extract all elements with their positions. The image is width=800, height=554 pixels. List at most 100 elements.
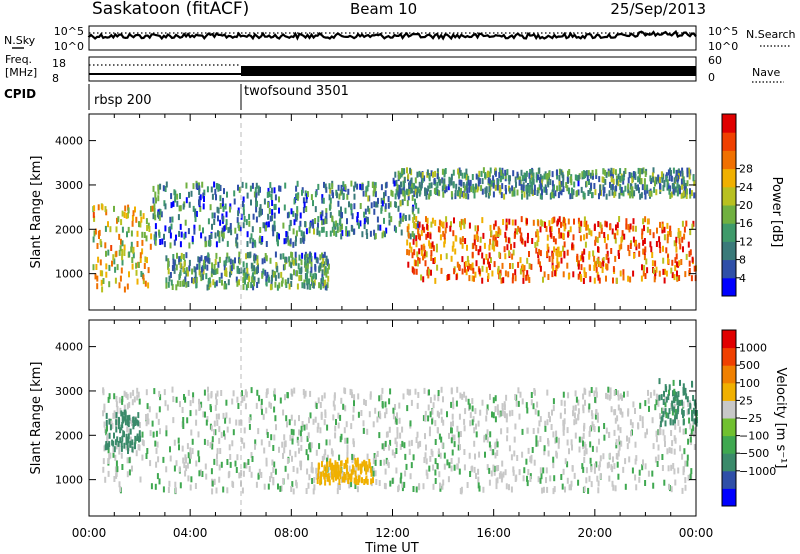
data-cell [494,406,497,413]
data-cell [211,267,214,274]
data-cell [296,206,299,213]
data-cell [155,231,157,238]
data-cell [481,217,484,224]
data-cell [492,235,495,242]
data-cell [614,233,617,240]
data-cell [536,230,539,237]
data-cell [159,239,162,245]
data-cell [403,190,406,197]
data-cell [99,259,102,266]
data-cell [389,480,392,487]
data-cell [375,201,378,208]
data-cell [489,431,492,438]
data-cell [257,473,260,480]
data-cell [502,173,504,180]
data-cell [370,478,373,485]
data-cell [292,429,295,436]
data-cell [434,439,437,445]
data-cell [649,392,652,399]
data-cell [458,413,461,420]
data-cell [675,261,678,268]
data-cell [276,284,279,291]
data-cell [694,427,697,434]
data-cell [658,378,661,385]
data-cell [552,462,555,469]
data-cell [179,241,182,248]
data-cell [288,419,291,426]
data-cell [179,280,182,287]
data-cell [152,213,155,220]
data-cell [111,439,114,446]
data-cell [451,449,454,456]
data-cell [374,407,377,414]
data-cell [169,242,172,249]
data-cell [360,410,363,416]
data-cell [589,276,592,283]
data-cell [251,276,254,283]
data-cell [92,236,95,243]
data-cell [401,199,404,206]
data-cell [408,249,411,256]
data-cell [562,245,565,252]
data-cell [365,468,368,475]
data-cell [651,260,654,267]
data-cell [601,176,604,183]
data-cell [266,388,269,395]
data-cell [114,466,117,473]
data-cell [442,479,445,486]
data-cell [351,457,354,464]
data-cell [571,193,574,199]
data-cell [255,481,258,488]
data-cell [589,441,592,448]
data-cell [444,227,447,234]
data-cell [423,387,426,394]
colorbar-tick-label: 28 [739,163,753,176]
data-cell [302,389,305,395]
data-cell [463,464,466,471]
data-cell [554,238,557,245]
data-cell [551,180,554,187]
data-cell [395,226,397,233]
data-cell [236,396,239,403]
data-cell [298,429,300,436]
data-cell [455,183,458,190]
data-cell [522,475,525,482]
data-cell [433,177,436,184]
data-cell [403,481,406,488]
data-cell [525,402,528,409]
data-cell [581,436,584,443]
data-cell [573,181,576,188]
data-cell [314,416,317,423]
data-cell [526,237,529,244]
data-cell [183,394,185,400]
data-cell [198,189,201,195]
data-cell [539,177,542,184]
data-cell [218,437,221,444]
data-cell [120,219,123,226]
data-cell [249,251,252,258]
data-cell [365,477,367,484]
data-cell [651,417,654,424]
data-cell [394,193,397,200]
data-cell [198,196,201,203]
data-cell [181,280,184,287]
data-cell [222,206,225,212]
data-cell [671,409,674,416]
data-cell [563,418,566,425]
data-cell [426,189,429,195]
data-cell [603,236,606,243]
data-cell [274,468,277,475]
data-cell [211,262,214,269]
data-cell [255,191,258,198]
data-cell [149,460,152,467]
data-cell [667,169,670,176]
data-cell [181,407,184,413]
data-cell [622,466,625,473]
data-cell [336,461,339,468]
data-cell [425,458,428,465]
data-cell [350,476,353,483]
x-tick-label: 16:00 [476,526,511,540]
data-cell [189,447,192,454]
data-cell [465,174,468,181]
data-cell [628,437,631,444]
